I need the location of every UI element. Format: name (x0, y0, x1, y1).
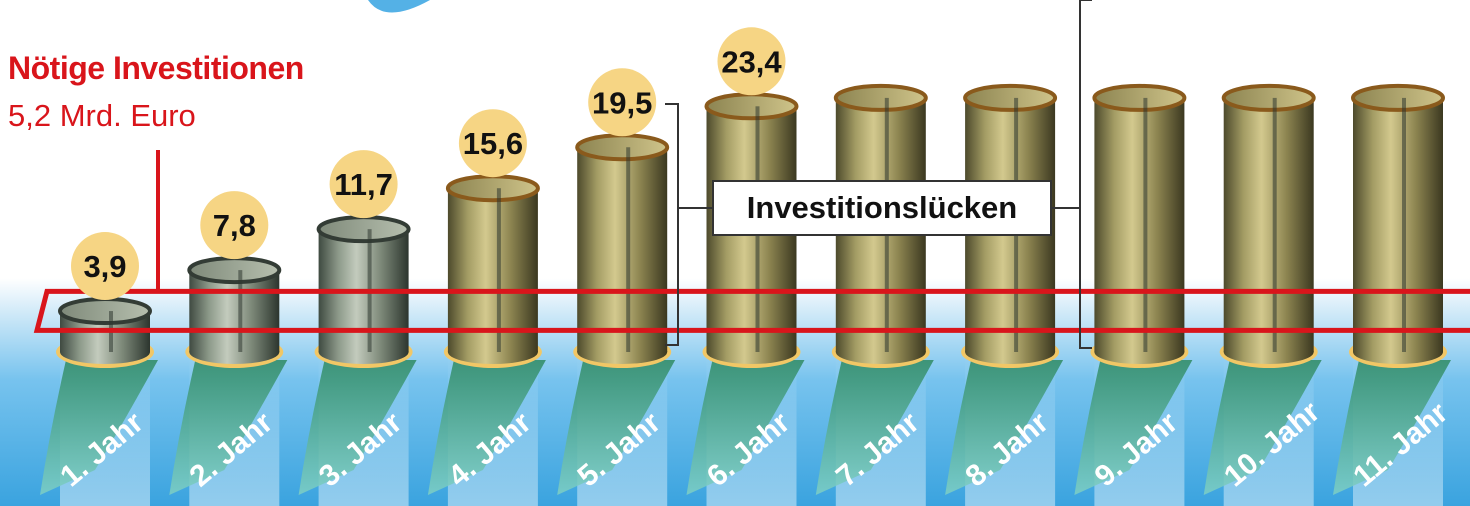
value-label-year-6: 23,4 (721, 44, 782, 79)
bar-year-9 (1090, 86, 1188, 368)
value-label-year-2: 7,8 (213, 208, 256, 243)
chart-title: Nötige Investitionen (8, 50, 304, 87)
value-label-year-4: 15,6 (463, 126, 523, 161)
bar-year-2 (185, 258, 283, 368)
gap-label: Investitionslücken (712, 180, 1052, 236)
bar-year-5 (573, 135, 671, 368)
chart-subtitle: 5,2 Mrd. Euro (8, 98, 196, 134)
bar-year-10 (1220, 86, 1318, 368)
value-label-year-5: 19,5 (592, 85, 652, 120)
value-label-year-3: 11,7 (334, 167, 393, 202)
bar-year-1 (56, 299, 154, 368)
value-label-year-1: 3,9 (83, 249, 126, 284)
bar-year-11 (1349, 86, 1447, 368)
bar-year-4 (444, 176, 542, 368)
